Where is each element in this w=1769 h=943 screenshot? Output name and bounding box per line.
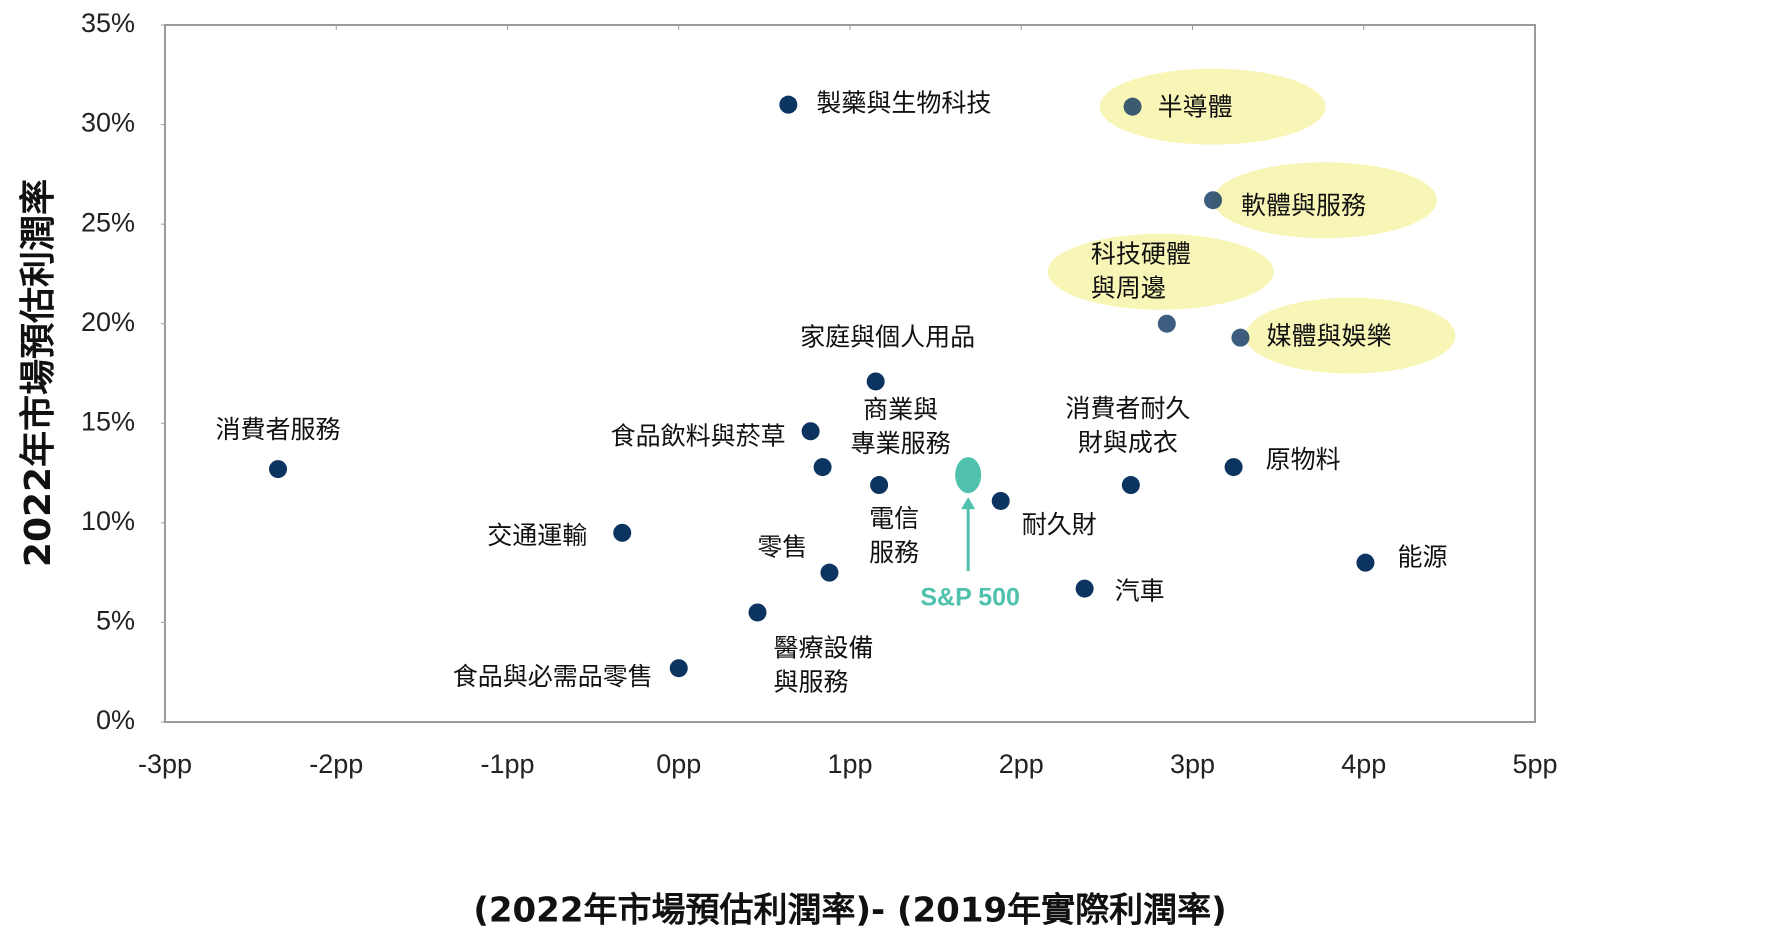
point-label: 消費者耐久 — [1065, 394, 1190, 423]
point-label: 服務 — [869, 538, 919, 567]
point-label: 軟體與服務 — [1241, 191, 1366, 220]
point — [991, 491, 1010, 510]
point-label: 交通運輸 — [487, 521, 587, 550]
x-tick-label: 2pp — [999, 749, 1044, 779]
point — [1231, 328, 1250, 347]
y-tick-label: 25% — [81, 207, 135, 237]
point — [820, 563, 839, 582]
highlight — [1099, 68, 1326, 145]
benchmark-label: S&P 500 — [920, 584, 1020, 612]
plot-frame — [164, 24, 1536, 723]
point — [669, 659, 688, 678]
point — [748, 603, 767, 622]
point — [779, 95, 798, 114]
point — [866, 372, 885, 391]
x-tick-label: 4pp — [1341, 749, 1386, 779]
point-label: 醫療設備 — [774, 633, 874, 662]
point-label: 能源 — [1397, 543, 1447, 572]
x-tick-label: -2pp — [309, 749, 363, 779]
point-label: 商業與 — [863, 395, 938, 424]
highlight — [1213, 162, 1438, 239]
x-tick-label: -1pp — [480, 749, 534, 779]
point — [1157, 314, 1176, 333]
x-tick-label: 5pp — [1512, 749, 1557, 779]
y-axis-title: 2022年市場預估利潤率 — [18, 179, 59, 567]
point — [613, 523, 632, 542]
point-label: 半導體 — [1158, 93, 1233, 122]
y-tick-label: 30% — [81, 108, 135, 138]
point-label: 與周邊 — [1091, 274, 1166, 303]
point — [813, 458, 832, 477]
y-tick-label: 5% — [96, 606, 135, 636]
point-label: 零售 — [757, 533, 807, 562]
point — [1356, 553, 1375, 572]
point-label: 食品飲料與菸草 — [611, 421, 786, 450]
point — [1123, 97, 1142, 116]
highlight — [1047, 233, 1274, 310]
point-label: 製藥與生物科技 — [816, 89, 991, 118]
point-label: 家庭與個人用品 — [800, 322, 975, 351]
y-tick-label: 0% — [96, 705, 135, 735]
point — [1224, 458, 1243, 477]
point-label: 專業服務 — [851, 429, 951, 458]
point — [1204, 191, 1223, 210]
point — [801, 422, 820, 441]
highlight — [1245, 297, 1456, 374]
point — [1075, 579, 1094, 598]
x-tick-label: 1pp — [827, 749, 872, 779]
y-tick-label: 35% — [81, 8, 135, 38]
point-label: 與服務 — [774, 667, 849, 696]
y-tick-label: 20% — [81, 307, 135, 337]
point-label: 耐久財 — [1022, 510, 1097, 539]
y-tick-label: 10% — [81, 506, 135, 536]
point-label: 媒體與娛樂 — [1266, 322, 1391, 351]
point-label: 原物料 — [1266, 445, 1341, 474]
point-label: 汽車 — [1115, 577, 1165, 606]
x-tick-label: 0pp — [656, 749, 701, 779]
x-tick-label: 3pp — [1170, 749, 1215, 779]
benchmark-point — [955, 457, 982, 494]
point-label: 食品與必需品零售 — [453, 662, 653, 691]
point-label: 科技硬體 — [1091, 240, 1191, 269]
point-label: 消費者服務 — [216, 415, 341, 444]
point-label: 財與成衣 — [1078, 428, 1178, 457]
x-axis-title: (2022年市場預估利潤率)- (2019年實際利潤率) — [473, 891, 1226, 931]
benchmark-arrowhead — [961, 497, 976, 510]
point — [870, 476, 889, 495]
point — [269, 460, 288, 479]
point-label: 電信 — [869, 504, 919, 533]
point — [1121, 476, 1140, 495]
x-tick-label: -3pp — [138, 749, 192, 779]
y-tick-label: 15% — [81, 406, 135, 436]
